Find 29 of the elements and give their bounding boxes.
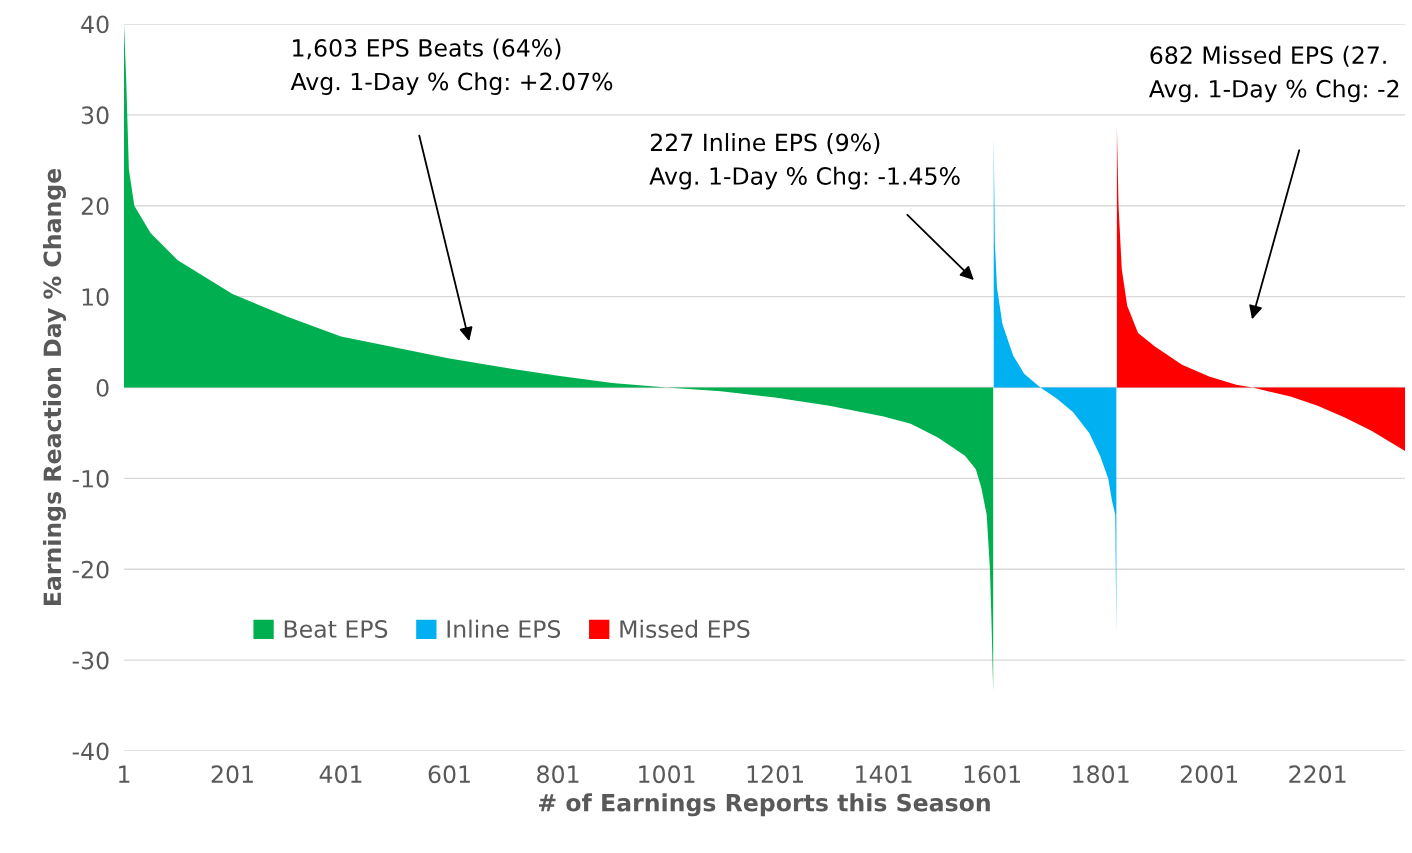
x-tick-label: 801 bbox=[537, 765, 579, 784]
y-tick-label: -40 bbox=[72, 742, 109, 761]
y-tick-label: 0 bbox=[96, 378, 109, 397]
x-axis-title: # of Earnings Reports this Season bbox=[538, 793, 990, 817]
x-tick-label: 201 bbox=[211, 765, 253, 784]
x-tick-label: 1001 bbox=[639, 765, 695, 784]
y-tick-label: -20 bbox=[72, 560, 109, 579]
legend-label: Missed EPS bbox=[620, 619, 750, 638]
x-tick-label: 1801 bbox=[1073, 765, 1129, 784]
y-tick-label: 40 bbox=[81, 15, 109, 34]
x-tick-label: 1401 bbox=[856, 765, 912, 784]
x-tick-label: 2001 bbox=[1180, 765, 1237, 784]
x-tick-label: 1601 bbox=[964, 765, 1020, 784]
x-tick-label: 2201 bbox=[1289, 765, 1346, 784]
annotation: 1,603 EPS Beats (64%) Avg. 1-Day % Chg: +2.07% bbox=[290, 38, 613, 96]
y-tick-label: 20 bbox=[81, 197, 109, 216]
legend-label: Inline EPS bbox=[447, 619, 561, 638]
y-axis-title: Earnings Reaction Day % Change bbox=[42, 168, 66, 606]
y-tick-label: 30 bbox=[81, 106, 109, 125]
legend-label: Beat EPS bbox=[284, 620, 388, 638]
x-tick-label: 401 bbox=[319, 765, 362, 784]
annotation: 227 Inline EPS (9%) Avg. 1-Day % Chg: -1.45% bbox=[649, 133, 960, 190]
annotation: 682 Missed EPS (27. Avg. 1-Day % Chg: -2 bbox=[1148, 45, 1399, 103]
x-tick-label: 1 bbox=[119, 765, 130, 783]
x-tick-label: 1201 bbox=[747, 765, 803, 784]
y-tick-label: -30 bbox=[72, 651, 109, 670]
y-tick-label: -10 bbox=[72, 469, 109, 488]
y-tick-label: 10 bbox=[82, 288, 109, 306]
x-tick-label: 601 bbox=[428, 765, 470, 784]
